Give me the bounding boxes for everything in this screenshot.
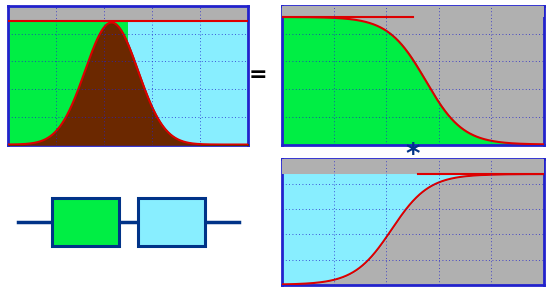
Bar [8,6,248,21]
Bar [138,198,205,246]
Bar [282,6,544,17]
Bar [282,159,544,174]
Bar [8,21,128,145]
Text: =: = [249,65,268,85]
Bar [51,198,119,246]
Bar [128,21,248,145]
Text: *: * [406,141,420,169]
